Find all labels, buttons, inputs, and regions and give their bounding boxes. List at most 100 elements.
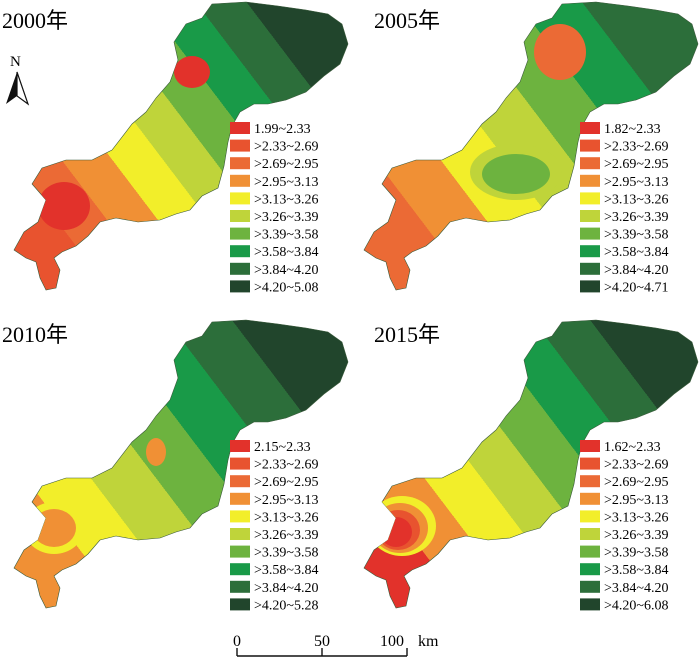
scale-tick-label: 50	[314, 633, 330, 650]
legend-label: >3.58~3.84	[254, 245, 318, 260]
scale-unit-label: km	[418, 633, 439, 650]
legend: 2.15~2.33 >2.33~2.69 >2.69~2.95 >2.95~3.13 >…	[230, 440, 318, 613]
contour-hotspots	[38, 56, 210, 230]
legend-label: >3.13~3.26	[604, 192, 668, 207]
legend-swatch	[230, 528, 250, 540]
legend-swatch	[580, 457, 600, 470]
map-panel-2	[363, 1, 699, 291]
legend-label: >3.58~3.84	[604, 563, 668, 578]
legend-label: >3.39~3.58	[604, 546, 668, 561]
legend-swatch	[230, 563, 250, 576]
legend-label: >3.39~3.58	[604, 228, 668, 243]
legend-swatch	[230, 457, 250, 470]
scale-tick-label: 0	[233, 633, 241, 650]
north-label: N	[10, 54, 21, 70]
legend-label: >2.95~3.13	[604, 175, 668, 190]
legend-label: >3.13~3.26	[604, 510, 668, 525]
legend-swatch	[580, 510, 600, 523]
legend-label: >3.84~4.20	[254, 581, 318, 596]
contour-hotspots	[368, 496, 436, 556]
legend-label: >3.26~3.39	[254, 210, 318, 225]
legend-label: >4.20~4.71	[604, 280, 668, 295]
legend-label: >2.69~2.95	[254, 157, 318, 172]
legend-label: >3.58~3.84	[254, 563, 318, 578]
legend-swatch	[580, 262, 600, 275]
legend-swatch	[580, 227, 600, 240]
legend-swatch	[230, 580, 250, 593]
legend-label: >3.26~3.39	[604, 210, 668, 225]
legend-swatch	[230, 157, 250, 170]
legend-label: >3.39~3.58	[254, 546, 318, 561]
panel-year-label: 2000年	[2, 8, 68, 33]
legend-swatch	[580, 192, 600, 205]
legend-label: >4.20~5.08	[254, 280, 318, 295]
contour-hotspots	[470, 24, 586, 200]
legend-label: 1.99~2.33	[254, 122, 311, 137]
legend-label: >3.13~3.26	[254, 510, 318, 525]
legend-swatch	[580, 563, 600, 576]
scale-tick-label: 100	[380, 633, 404, 650]
legend-swatch	[230, 545, 250, 558]
legend-swatch	[580, 210, 600, 222]
legend-label: >2.33~2.69	[604, 458, 668, 473]
legend-label: >4.20~6.08	[604, 598, 668, 613]
region-map	[13, 319, 349, 609]
legend-swatch	[230, 440, 250, 452]
legend-swatch	[580, 174, 600, 187]
legend-swatch	[230, 174, 250, 187]
legend-swatch	[230, 227, 250, 240]
legend-label: >3.26~3.39	[254, 528, 318, 543]
legend-swatch	[580, 245, 600, 258]
legend: 1.62~2.33 >2.33~2.69 >2.69~2.95 >2.95~3.13 >…	[580, 440, 668, 613]
legend: 1.82~2.33 >2.33~2.69 >2.69~2.95 >2.95~3.13 >…	[580, 122, 668, 295]
legend-swatch	[230, 192, 250, 205]
legend-swatch	[230, 262, 250, 275]
legend-swatch	[230, 245, 250, 258]
legend-label: >2.33~2.69	[254, 458, 318, 473]
legend-label: 1.82~2.33	[604, 122, 661, 137]
legend-swatch	[580, 528, 600, 540]
legend-swatch	[580, 122, 600, 134]
legend-swatch	[580, 492, 600, 505]
panel-year-label: 2005年	[374, 8, 440, 33]
legend-label: >3.84~4.20	[254, 263, 318, 278]
legend-label: >2.69~2.95	[604, 475, 668, 490]
north-arrow-icon: N	[6, 54, 30, 106]
legend-label: >3.13~3.26	[254, 192, 318, 207]
legend-label: >2.69~2.95	[254, 475, 318, 490]
legend-swatch	[580, 475, 600, 488]
legend-label: >2.69~2.95	[604, 157, 668, 172]
legend-label: >2.95~3.13	[604, 493, 668, 508]
legend-label: >2.33~2.69	[604, 140, 668, 155]
legend-label: >3.84~4.20	[604, 581, 668, 596]
legend-swatch	[230, 210, 250, 222]
legend-swatch	[230, 598, 250, 611]
legend-label: 2.15~2.33	[254, 440, 311, 455]
legend-swatch	[230, 280, 250, 293]
panel-year-label: 2010年	[2, 322, 68, 347]
legend-swatch	[230, 510, 250, 523]
legend: 1.99~2.33 >2.33~2.69 >2.69~2.95 >2.95~3.13 >…	[230, 122, 318, 295]
legend-label: >4.20~5.28	[254, 598, 318, 613]
region-map	[13, 1, 349, 291]
legend-swatch	[580, 139, 600, 152]
legend-label: 1.62~2.33	[604, 440, 661, 455]
legend-label: >3.58~3.84	[604, 245, 668, 260]
legend-swatch	[230, 139, 250, 152]
legend-swatch	[580, 545, 600, 558]
scale-bar: 0 50 100 km	[233, 633, 439, 657]
legend-swatch	[580, 598, 600, 611]
legend-label: >2.95~3.13	[254, 493, 318, 508]
legend-label: >3.39~3.58	[254, 228, 318, 243]
legend-swatch	[580, 280, 600, 293]
legend-swatch	[580, 157, 600, 170]
region-map	[363, 319, 699, 609]
legend-swatch	[230, 475, 250, 488]
legend-label: >2.33~2.69	[254, 140, 318, 155]
legend-swatch	[580, 440, 600, 452]
legend-swatch	[230, 492, 250, 505]
legend-label: >3.26~3.39	[604, 528, 668, 543]
legend-swatch	[580, 580, 600, 593]
legend-label: >3.84~4.20	[604, 263, 668, 278]
